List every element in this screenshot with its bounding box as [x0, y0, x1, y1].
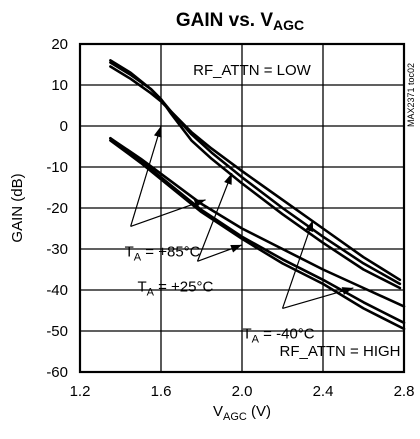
chart-title-sub: AGC — [273, 17, 304, 33]
tick-labels: 1.2 1.6 2.0 2.4 2.8 -60 -50 -40 -30 -20 -10 0 10 20 — [46, 36, 414, 400]
x-axis-label-unit: (V) — [247, 403, 271, 420]
x-axis-label-sub: AGC — [223, 411, 247, 423]
annotation-arrowhead — [153, 126, 162, 138]
series-line-high-3 — [109, 139, 406, 331]
annotation-arrowhead — [224, 173, 232, 185]
y-tick-label: -40 — [46, 282, 68, 299]
x-tick-label: 2.8 — [394, 383, 415, 400]
annotation-label-1: TA = +85°C — [125, 243, 201, 263]
grid-lines — [80, 44, 404, 372]
x-axis-label-main: V — [213, 403, 223, 420]
y-tick-label: 20 — [51, 36, 68, 53]
y-tick-label: -60 — [46, 364, 68, 381]
x-tick-label: 1.2 — [70, 383, 91, 400]
annotation-label-3: TA = -40°C — [243, 325, 315, 345]
annotation-arrow-line — [281, 220, 314, 309]
y-axis-label: GAIN (dB) — [9, 173, 26, 242]
y-tick-label: -10 — [46, 159, 68, 176]
annotation-label-2: TA = +25°C — [137, 278, 213, 298]
data-series — [109, 59, 406, 331]
y-tick-label: -50 — [46, 323, 68, 340]
annotation-arrowhead — [341, 287, 354, 295]
series-line-low-3 — [109, 59, 402, 290]
series-line-high-2 — [109, 137, 406, 325]
annotation-arrow-line — [130, 199, 206, 228]
annotation-arrowhead — [193, 199, 206, 208]
annotation-arrow-line — [196, 172, 233, 262]
annotation-arrowhead — [230, 244, 242, 253]
annotation-arrow-line — [130, 125, 162, 227]
x-tick-label: 2.4 — [313, 383, 334, 400]
annotations: TA = +85°C TA = +25°C TA = -40°C — [125, 125, 354, 345]
annotation-arrow-line — [282, 287, 354, 310]
chart-title-main: GAIN vs. V — [176, 10, 273, 31]
annotation-arrowhead — [305, 220, 314, 233]
figure-code: MAX2371 toc02 — [406, 63, 416, 127]
x-tick-label: 2.0 — [232, 383, 253, 400]
series-line-low-1 — [109, 65, 402, 282]
series-line-high-1 — [109, 137, 406, 308]
y-tick-label: -20 — [46, 200, 68, 217]
chart-title: GAIN vs. VAGC — [176, 10, 304, 33]
group-label-low: RF_ATTN = LOW — [193, 62, 311, 79]
y-tick-label: 10 — [51, 77, 68, 94]
x-axis-label: VAGC (V) — [213, 403, 271, 423]
y-tick-label: -30 — [46, 241, 68, 258]
y-tick-label: 0 — [60, 118, 68, 135]
plot-frame — [78, 42, 406, 374]
x-tick-label: 1.6 — [151, 383, 172, 400]
group-label-high: RF_ATTN = HIGH — [280, 343, 401, 360]
